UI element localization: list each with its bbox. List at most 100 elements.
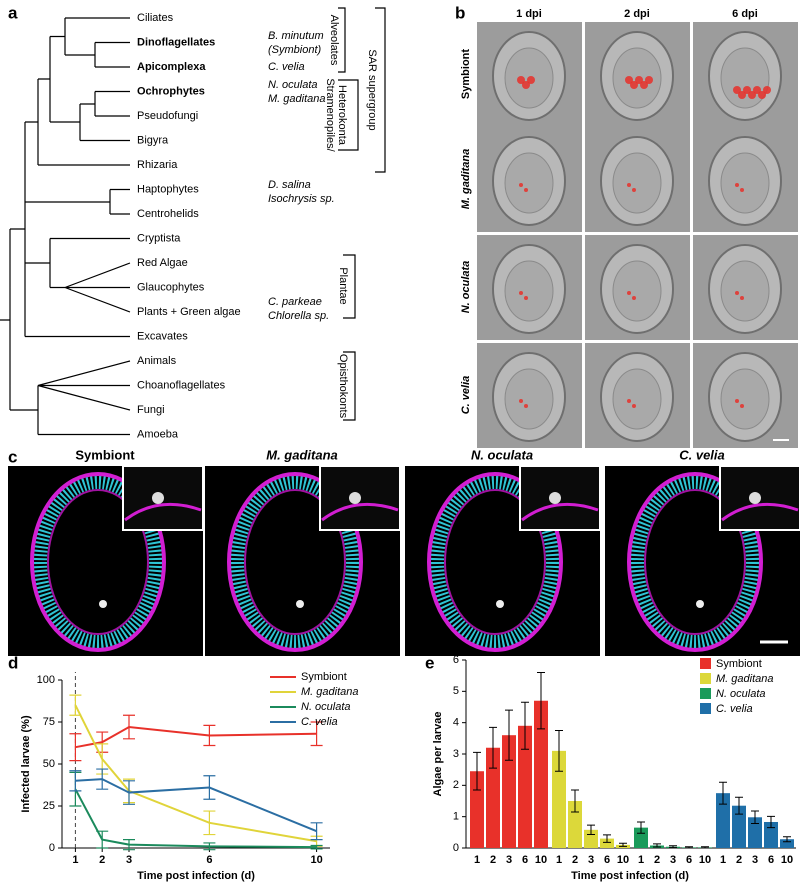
error-bar (685, 846, 693, 849)
error-bar (653, 843, 661, 848)
tree-branches (0, 17, 131, 436)
algae (696, 600, 704, 608)
inset (319, 465, 401, 531)
x-tick-label: 1 (556, 854, 562, 866)
bar (716, 793, 730, 848)
micrograph (585, 22, 690, 127)
algae-signal (743, 86, 751, 94)
membrane-inner (644, 489, 746, 635)
inset-algae (749, 492, 761, 504)
legend-label: N. oculata (301, 701, 351, 713)
confocal-image (8, 465, 204, 656)
algae-signal (517, 76, 525, 84)
y-tick-label: 1 (453, 811, 459, 823)
algae-signal (753, 86, 761, 94)
species-note: B. minutum (268, 30, 324, 42)
series-line (74, 788, 317, 849)
leaf-label: Dinoflagellates (137, 36, 215, 48)
error-bar (637, 821, 645, 834)
epithelium (630, 475, 760, 649)
confocal-image (605, 465, 800, 656)
row-label: C. velia (460, 376, 472, 415)
panel-label: e (425, 653, 434, 672)
larva-inner (504, 260, 554, 322)
y-tick-label: 50 (43, 758, 55, 770)
x-tick-label: 6 (604, 854, 610, 866)
micrograph (693, 127, 798, 232)
error-bar (555, 730, 563, 772)
micrograph (477, 235, 582, 340)
bar (552, 750, 566, 848)
y-tick-label: 100 (37, 674, 55, 686)
y-tick-label: 0 (49, 842, 55, 854)
x-tick-label: 2 (654, 854, 660, 866)
leaf-label: Apicomplexa (137, 61, 206, 73)
leaf-label: Fungi (137, 404, 165, 416)
legend-swatch (700, 688, 711, 699)
algae-signal (758, 91, 766, 99)
confocal-image (405, 465, 601, 656)
legend-label: Symbiont (716, 658, 762, 670)
micrograph (477, 343, 582, 448)
x-tick-label: 1 (474, 854, 480, 866)
leaf-label: Choanoflagellates (137, 379, 226, 391)
algae-signal (738, 91, 746, 99)
larva-inner (504, 152, 554, 214)
species-note: N. oculata (268, 79, 318, 91)
species-note: D. salina (268, 179, 311, 191)
x-tick-label: 1 (72, 854, 78, 866)
error-bar (537, 672, 545, 730)
column-header: 1 dpi (516, 8, 542, 20)
legend-swatch (700, 658, 711, 669)
error-bar (719, 781, 727, 805)
legend-label: C. velia (716, 703, 753, 715)
panel-label: c (8, 447, 17, 466)
algae-signal (640, 81, 648, 89)
epithelium (33, 475, 163, 649)
micrograph (693, 22, 798, 127)
micrograph (693, 343, 798, 448)
leaf-label: Excavates (137, 330, 188, 342)
algae-signal (740, 404, 744, 408)
y-axis-label: Algae per larvae (432, 712, 444, 797)
bar (600, 838, 614, 848)
inset-algae (549, 492, 561, 504)
group-label: Stramenopiles/ (324, 78, 336, 152)
membrane-inner (244, 489, 346, 635)
species-note: Chlorella sp. (268, 310, 329, 322)
x-tick-label: 1 (720, 854, 726, 866)
y-tick-label: 25 (43, 800, 55, 812)
algae-signal (735, 291, 739, 295)
y-tick-label: 4 (453, 717, 459, 729)
algae-signal (524, 404, 528, 408)
bar (764, 821, 778, 848)
larva-inner (720, 260, 770, 322)
x-tick-label: 1 (638, 854, 644, 866)
bar (534, 700, 548, 848)
leaf-label: Animals (137, 355, 177, 367)
y-tick-label: 5 (453, 685, 459, 697)
bar (486, 747, 500, 848)
error-bar (783, 836, 791, 843)
row-label: N. oculata (460, 261, 472, 314)
larva-inner (612, 260, 662, 322)
confocal-image (205, 465, 401, 656)
y-tick-label: 3 (453, 748, 459, 760)
legend-label: M. gaditana (301, 686, 358, 698)
algae-signal (627, 399, 631, 403)
algae-signal (740, 296, 744, 300)
larva-inner (720, 152, 770, 214)
series-line (75, 726, 317, 749)
leaf-label: Ochrophytes (137, 85, 205, 97)
x-tick-label: 2 (736, 854, 742, 866)
y-tick-label: 2 (453, 779, 459, 791)
error-bar (587, 824, 595, 836)
x-tick-label: 3 (752, 854, 758, 866)
leaf-label: Plants + Green algae (137, 306, 241, 318)
legend-swatch (700, 703, 711, 714)
species-note: (Symbiont) (268, 44, 322, 56)
algae-signal (735, 399, 739, 403)
error-bar (701, 846, 709, 849)
